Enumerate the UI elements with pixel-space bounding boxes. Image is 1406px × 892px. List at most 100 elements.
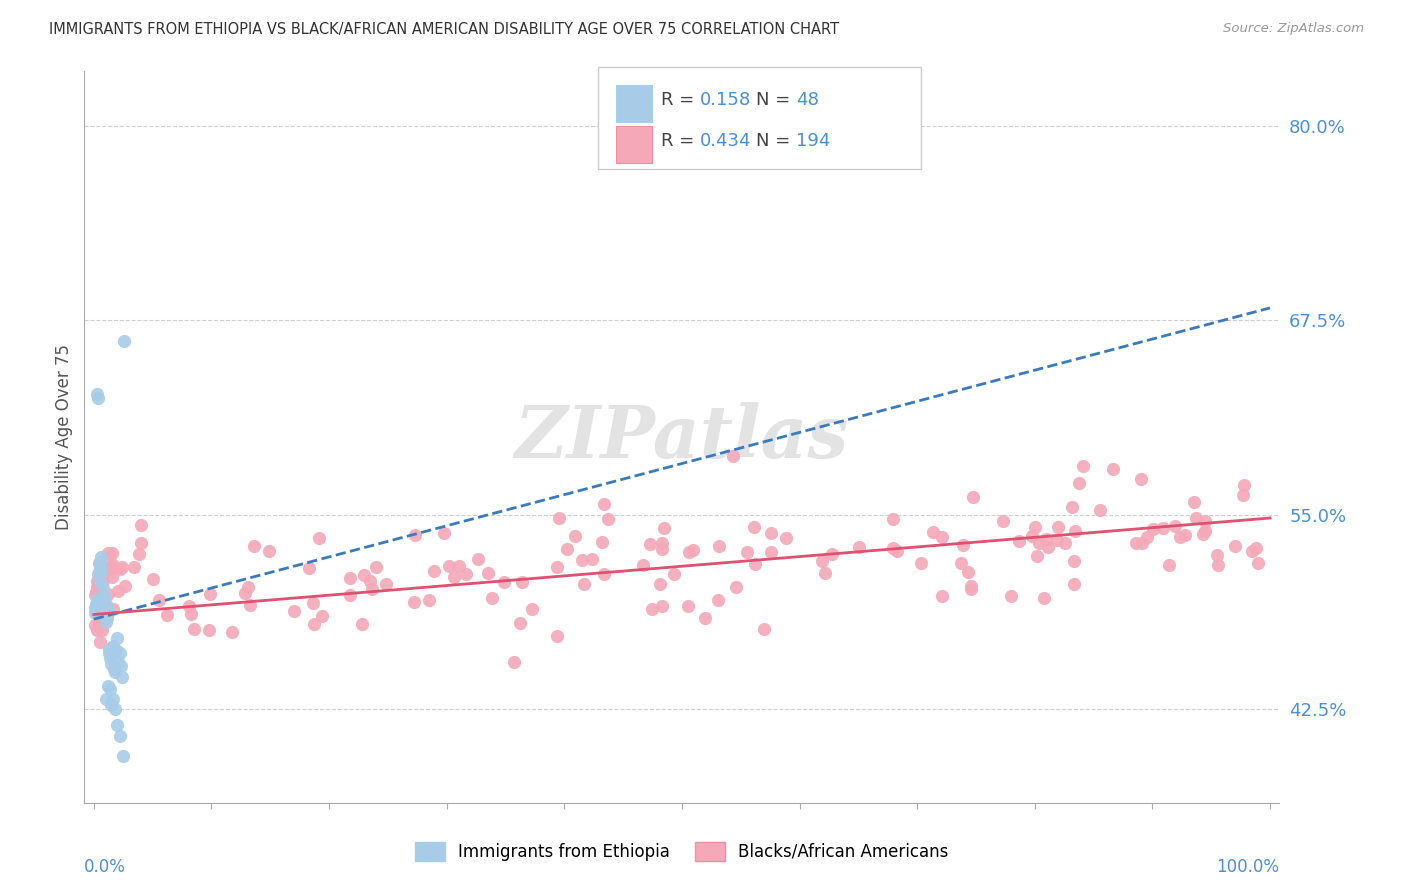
Point (641, 602, 664, 616)
Point (84, 606, 107, 620)
Point (180, 607, 202, 621)
Point (651, 599, 673, 613)
Point (311, 608, 333, 623)
Point (1225, 539, 1247, 553)
Point (257, 544, 280, 558)
Point (104, 665, 127, 679)
Point (97, 586, 120, 600)
Point (93, 589, 115, 603)
Point (97, 546, 120, 560)
Point (98, 682, 121, 697)
Point (404, 594, 426, 608)
Point (148, 593, 170, 607)
Point (101, 691, 124, 706)
Text: 0.158: 0.158 (700, 91, 751, 109)
Point (101, 569, 124, 583)
Point (352, 617, 374, 632)
Point (1021, 529, 1043, 543)
Point (98, 561, 121, 575)
Point (105, 643, 128, 657)
Point (548, 511, 571, 525)
Point (1090, 503, 1112, 517)
Point (101, 639, 124, 653)
Point (243, 539, 266, 553)
Point (129, 517, 152, 532)
Point (97, 679, 120, 693)
Point (86, 624, 108, 638)
Point (86, 386, 108, 401)
Point (93, 588, 115, 602)
Point (89, 555, 111, 569)
Point (101, 557, 124, 571)
Point (374, 577, 396, 591)
Point (110, 562, 132, 576)
Point (437, 559, 460, 574)
Point (93, 613, 115, 627)
Point (723, 449, 745, 463)
Text: 0.434: 0.434 (700, 132, 752, 150)
Point (98, 651, 121, 665)
Point (956, 566, 979, 580)
Point (1024, 520, 1046, 534)
Point (752, 622, 775, 636)
Point (707, 539, 730, 553)
Point (86, 599, 108, 614)
Point (678, 545, 700, 559)
Point (481, 591, 503, 605)
Point (86, 574, 108, 588)
Point (1136, 530, 1159, 544)
Point (821, 547, 844, 561)
Point (1063, 577, 1085, 591)
Point (676, 599, 699, 614)
Point (87, 556, 110, 570)
Point (108, 729, 131, 743)
Point (759, 525, 782, 540)
Point (735, 545, 758, 559)
Point (142, 573, 165, 587)
Point (91, 574, 114, 589)
Point (1067, 475, 1090, 490)
Point (111, 560, 134, 574)
Point (283, 604, 305, 618)
Point (960, 579, 983, 593)
Point (651, 541, 673, 556)
Point (93, 609, 115, 624)
Point (725, 580, 748, 594)
Point (90, 549, 112, 564)
Point (221, 625, 243, 640)
Point (1125, 536, 1147, 550)
Point (89, 561, 111, 575)
Point (456, 566, 478, 581)
Point (744, 558, 766, 572)
Point (775, 532, 797, 546)
Point (107, 654, 129, 668)
Point (84, 597, 107, 611)
Point (87, 576, 110, 591)
Text: Source: ZipAtlas.com: Source: ZipAtlas.com (1223, 22, 1364, 36)
Point (509, 615, 531, 630)
Point (107, 583, 129, 598)
Point (1233, 478, 1256, 492)
Point (443, 570, 465, 584)
Point (662, 567, 685, 582)
Point (236, 580, 259, 594)
Point (90, 607, 112, 621)
Point (811, 554, 834, 568)
Point (652, 521, 675, 535)
Point (1036, 540, 1059, 554)
Text: N =: N = (756, 132, 796, 150)
Point (129, 536, 152, 550)
Point (546, 629, 568, 643)
Point (1064, 524, 1087, 538)
Point (1164, 519, 1187, 533)
Point (98, 647, 121, 661)
Point (707, 593, 730, 607)
Text: N =: N = (756, 91, 796, 109)
Point (682, 542, 704, 557)
Point (520, 602, 543, 616)
Point (98, 641, 121, 656)
Point (1246, 541, 1268, 555)
Point (503, 656, 526, 670)
Point (198, 587, 221, 601)
Text: 0.0%: 0.0% (84, 858, 127, 876)
